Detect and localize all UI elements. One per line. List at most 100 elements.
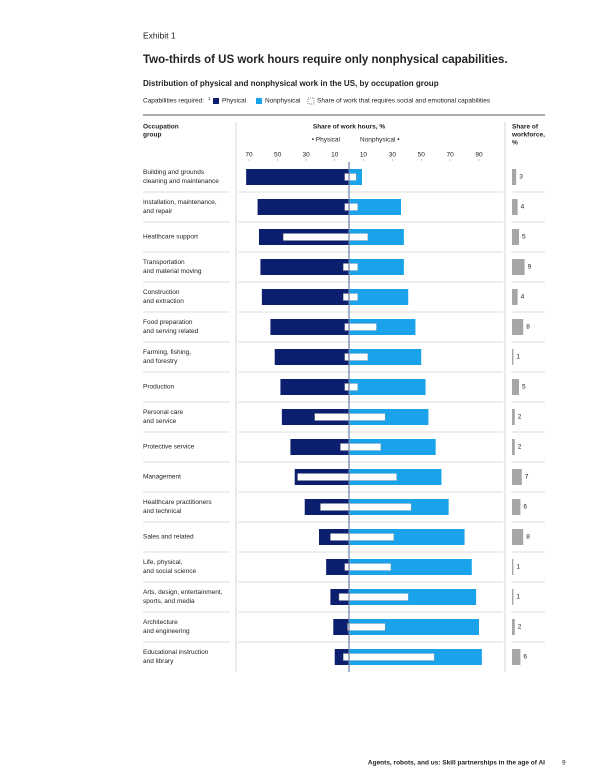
category-label: Educational instruction: [143, 649, 209, 656]
workforce-bar: [512, 589, 514, 605]
social-share: [342, 263, 350, 271]
category-label: Construction: [143, 289, 180, 296]
social-share: [348, 443, 382, 451]
social-share: [348, 263, 358, 271]
side-label: Nonphysical •: [360, 137, 400, 144]
social-share: [348, 503, 412, 511]
workforce-label: 1: [516, 564, 520, 571]
workforce-label: 3: [519, 174, 523, 181]
social-share: [342, 653, 350, 661]
social-share: [348, 323, 377, 331]
category-label: cleaning and maintenance: [143, 178, 219, 185]
physical-bar: [333, 619, 349, 635]
nonphysical-bar: [349, 589, 477, 605]
category-label: and service: [143, 418, 177, 425]
workforce-bar: [512, 289, 518, 305]
category-label: and library: [143, 658, 174, 665]
x-tick-label: 90: [475, 152, 483, 159]
social-share: [348, 383, 358, 391]
workforce-label: 2: [518, 414, 522, 421]
nonphysical-bar: [349, 349, 422, 365]
nonphysical-bar: [349, 229, 404, 245]
x-tick-label: 10: [360, 152, 368, 159]
workforce-bar: [512, 379, 519, 395]
legend-label: Capabilities required:: [143, 98, 204, 105]
category-label: Management: [143, 474, 181, 481]
nonphysical-bar: [349, 289, 409, 305]
nonphysical-bar: [349, 379, 426, 395]
x-tick-label: 30: [303, 152, 311, 159]
physical-bar: [274, 349, 349, 365]
column-header: group: [143, 132, 161, 139]
category-label: and social science: [143, 568, 196, 575]
footnote-mark: 1: [208, 96, 211, 101]
social-share: [348, 533, 395, 541]
category-label: and serving related: [143, 328, 199, 335]
workforce-bar: [512, 409, 515, 425]
column-header: Share of: [512, 124, 539, 131]
category-label: Personal care: [143, 409, 183, 416]
nonphysical-bar: [349, 559, 472, 575]
category-label: Building and grounds: [143, 169, 205, 176]
social-share: [348, 233, 369, 241]
x-tick-label: 70: [245, 152, 253, 159]
nonphysical-bar: [349, 619, 479, 635]
workforce-bar: [512, 319, 524, 335]
social-share: [344, 563, 350, 571]
chart-title: Two-thirds of US work hours require only…: [143, 54, 508, 66]
category-label: and technical: [143, 508, 182, 515]
workforce-bar: [512, 349, 514, 365]
workforce-label: 6: [523, 504, 527, 511]
workforce-label: 6: [523, 654, 527, 661]
workforce-bar: [512, 169, 517, 185]
workforce-bar: [512, 559, 514, 575]
category-label: and material moving: [143, 268, 202, 275]
physical-bar: [270, 319, 349, 335]
legend-label: Nonphysical: [265, 98, 301, 105]
category-label: Healthcare practitioners: [143, 499, 212, 506]
social-share: [342, 293, 350, 301]
category-label: and repair: [143, 208, 173, 215]
category-label: Healthcare support: [143, 234, 198, 241]
category-label: Architecture: [143, 619, 178, 626]
social-share: [348, 203, 358, 211]
social-share: [348, 563, 392, 571]
workforce-bar: [512, 199, 518, 215]
social-share: [344, 353, 350, 361]
workforce-bar: [512, 529, 524, 545]
category-label: Farming, fishing,: [143, 349, 191, 356]
social-share: [320, 503, 350, 511]
x-tick-label: 50: [274, 152, 282, 159]
x-tick-label: 10: [331, 152, 339, 159]
legend-swatch: [307, 97, 315, 105]
nonphysical-bar: [349, 439, 436, 455]
category-label: Protective service: [143, 444, 195, 451]
nonphysical-bar: [349, 259, 404, 275]
social-share: [348, 413, 386, 421]
workforce-bar: [512, 259, 525, 275]
social-share: [338, 593, 350, 601]
category-label: Life, physical,: [143, 559, 183, 566]
x-tick-label: 30: [389, 152, 397, 159]
category-label: Sales and related: [143, 534, 194, 541]
social-share: [348, 473, 397, 481]
category-label: and forestry: [143, 358, 178, 365]
social-share: [344, 323, 350, 331]
nonphysical-bar: [349, 529, 465, 545]
workforce-label: 2: [518, 444, 522, 451]
nonphysical-bar: [349, 319, 416, 335]
chart-subtitle: Distribution of physical and nonphysical…: [143, 79, 439, 88]
physical-bar: [260, 259, 349, 275]
legend-swatch: [213, 98, 219, 104]
social-share: [282, 233, 350, 241]
workforce-label: 7: [525, 474, 529, 481]
workforce-label: 9: [528, 264, 532, 271]
social-share: [330, 533, 350, 541]
category-label: and engineering: [143, 628, 190, 635]
workforce-label: 4: [521, 204, 525, 211]
footer: Agents, robots, and us: Skill partnershi…: [368, 760, 545, 767]
social-share: [344, 203, 350, 211]
social-share: [314, 413, 350, 421]
column-header: Occupation: [143, 124, 179, 131]
workforce-bar: [512, 439, 515, 455]
